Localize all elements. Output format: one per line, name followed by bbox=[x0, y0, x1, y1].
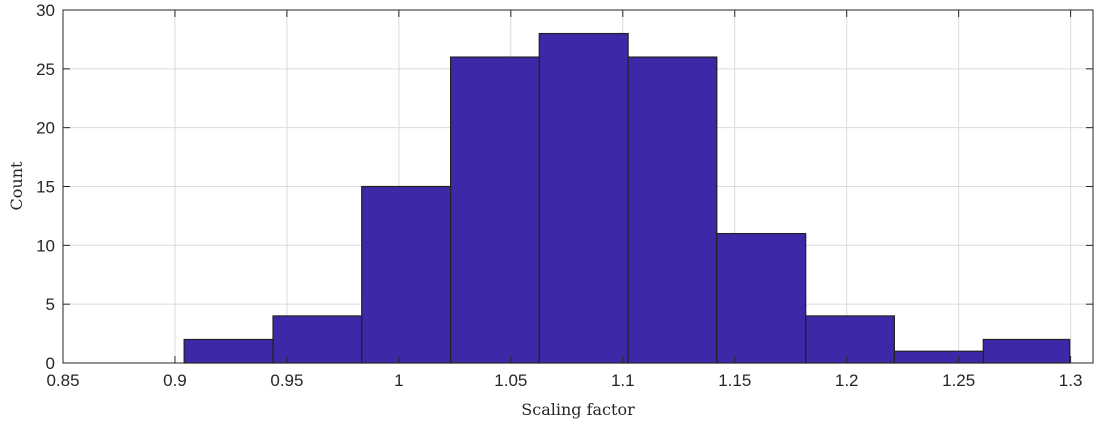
x-axis-title: Scaling factor bbox=[521, 400, 635, 419]
y-tick-label: 15 bbox=[36, 178, 55, 197]
x-tick-label: 1.15 bbox=[718, 371, 751, 390]
histogram-bar bbox=[361, 185, 452, 364]
y-tick-label: 20 bbox=[36, 119, 55, 138]
histogram-bar bbox=[272, 315, 363, 364]
x-tick-label: 1.25 bbox=[942, 371, 975, 390]
histogram-bar bbox=[538, 32, 629, 364]
histogram-bar bbox=[982, 338, 1071, 364]
y-axis-tick-labels: 0 5 10 15 20 25 30 bbox=[36, 1, 55, 373]
histogram-bar bbox=[449, 56, 540, 364]
x-tick-label: 1.3 bbox=[1059, 371, 1083, 390]
histogram-bar bbox=[893, 350, 984, 364]
x-tick-label: 1.2 bbox=[835, 371, 859, 390]
x-tick-label: 0.95 bbox=[270, 371, 303, 390]
histogram-bars bbox=[183, 32, 1071, 364]
histogram-bar bbox=[716, 232, 807, 364]
x-tick-label: 1.05 bbox=[494, 371, 527, 390]
histogram-bar bbox=[627, 56, 718, 364]
x-tick-label: 0.9 bbox=[163, 371, 187, 390]
y-axis-title: Count bbox=[7, 161, 26, 210]
histogram-bar bbox=[183, 338, 274, 364]
x-axis-tick-labels: 0.85 0.9 0.95 1 1.05 1.1 1.15 1.2 1.25 1.3 bbox=[46, 371, 1082, 390]
y-tick-label: 0 bbox=[46, 354, 55, 373]
y-tick-label: 25 bbox=[36, 60, 55, 79]
x-tick-label: 0.85 bbox=[46, 371, 79, 390]
axis-ticks bbox=[62, 9, 1093, 364]
x-tick-label: 1.1 bbox=[611, 371, 635, 390]
y-tick-label: 10 bbox=[36, 236, 55, 255]
y-tick-label: 5 bbox=[46, 295, 55, 314]
x-tick-label: 1 bbox=[394, 371, 403, 390]
y-tick-label: 30 bbox=[36, 1, 55, 20]
histogram-bar bbox=[805, 315, 895, 364]
